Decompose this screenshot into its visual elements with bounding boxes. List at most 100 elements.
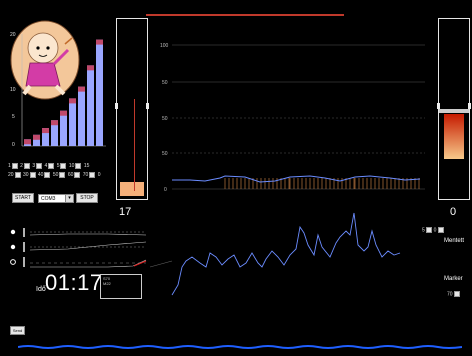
right-row-label-1: 5 <box>422 227 425 234</box>
bar-marker-6 <box>69 98 76 104</box>
bar-marker-2 <box>33 134 40 140</box>
port-select-value: COM3 <box>41 196 56 202</box>
left-level-tube <box>115 18 149 200</box>
bar-3 <box>42 128 49 146</box>
row2-checkbox-4[interactable] <box>59 172 66 178</box>
checkbox-row-2: 20 30 40 50 60 70 0 <box>8 172 102 178</box>
right-tube-marker-r <box>468 103 471 109</box>
row1-checkbox-4[interactable] <box>48 163 55 169</box>
y-tick-5: 5 <box>12 114 15 120</box>
right-checkbox-2[interactable] <box>437 227 444 233</box>
main-signal-chart: 100 50 50 50 0 <box>150 20 428 195</box>
main-signal-line <box>172 175 421 183</box>
send-button[interactable]: Send <box>10 326 25 335</box>
row1-checkbox-3[interactable] <box>36 163 43 169</box>
row2-checkbox-3[interactable] <box>44 172 51 178</box>
stop-button[interactable]: STOP <box>76 193 98 203</box>
y-tick-0: 0 <box>12 142 15 148</box>
info-line-1: S70 <box>103 276 111 281</box>
mini-graphs <box>8 227 148 275</box>
row-indicator-3 <box>10 259 16 265</box>
right-level-tube <box>437 18 471 200</box>
bar-marker-5 <box>60 110 67 116</box>
chevron-down-icon: ▾ <box>65 195 73 202</box>
row1-checkbox-1[interactable] <box>11 163 18 169</box>
bar-marker-8 <box>87 65 94 71</box>
row2-label-7: 0 <box>97 172 101 178</box>
row2-label-1: 20 <box>8 172 14 178</box>
row2-label-5: 60 <box>67 172 74 178</box>
main-y-tick-2: 50 <box>162 80 168 86</box>
left-tube-fill <box>120 182 144 196</box>
row1-checkbox-2[interactable] <box>23 163 30 169</box>
row1-checkbox-5[interactable] <box>60 163 67 169</box>
marker-value: 70 <box>447 291 453 298</box>
row2-label-6: 70 <box>82 172 89 178</box>
row2-checkbox-1[interactable] <box>14 172 21 178</box>
row2-checkbox-2[interactable] <box>29 172 36 178</box>
save-label: Mentett <box>444 238 465 244</box>
start-button[interactable]: START <box>12 193 34 203</box>
right-checkbox-1[interactable] <box>426 227 433 233</box>
left-tube-marker <box>115 103 118 109</box>
marker-control: 70 <box>447 291 460 297</box>
timer-value: 01:17 <box>45 270 103 295</box>
y-tick-10: 10 <box>10 87 16 93</box>
row2-label-2: 30 <box>22 172 29 178</box>
marker-checkbox[interactable] <box>453 291 460 297</box>
bar-7 <box>78 86 85 146</box>
bar-5 <box>60 110 67 146</box>
bar-marker-9 <box>96 39 103 45</box>
right-tube-marker-l <box>437 103 440 109</box>
bar-4 <box>51 120 58 146</box>
right-tube-fill <box>444 114 464 159</box>
info-box: S70 M22 <box>100 274 142 299</box>
row1-label-6: 10 <box>68 163 75 169</box>
left-bar-chart-svg: 20 10 5 0 <box>10 32 106 148</box>
waveform-line <box>171 212 401 296</box>
row2-label-4: 50 <box>52 172 59 178</box>
main-y-tick-5: 0 <box>164 187 167 193</box>
bar-2 <box>33 134 40 146</box>
right-row-label-2: 0 <box>433 227 437 234</box>
y-tick-20: 20 <box>10 32 16 38</box>
info-line-2: M22 <box>103 281 111 286</box>
left-tube-red-line <box>134 99 135 191</box>
row1-checkbox-6[interactable] <box>75 163 82 169</box>
bar-marker-1 <box>24 139 31 145</box>
row1-label-5: 5 <box>56 163 60 169</box>
left-bar-chart: 20 10 5 0 <box>8 20 108 150</box>
row1-label-3: 3 <box>32 163 36 169</box>
baby-illustration <box>10 20 80 100</box>
row-indicator-1 <box>10 229 16 235</box>
row1-label-1: 1 <box>8 163 11 169</box>
checkbox-row-1: 1 2 3 4 5 10 15 <box>8 163 90 169</box>
row2-checkbox-5[interactable] <box>74 172 81 178</box>
waveform <box>149 205 420 300</box>
main-y-tick-1: 100 <box>160 43 169 49</box>
top-red-line <box>146 14 344 16</box>
bar-marker-7 <box>78 86 85 92</box>
left-tube-marker-r <box>146 103 149 109</box>
row-indicator-2 <box>10 244 16 250</box>
main-y-tick-3: 50 <box>162 116 168 122</box>
row2-checkbox-6[interactable] <box>89 172 96 178</box>
bar-marker-4 <box>51 120 58 126</box>
right-tube-top-bar <box>439 109 469 113</box>
bar-marker-3 <box>42 128 49 134</box>
port-select[interactable]: COM3 ▾ <box>38 194 74 203</box>
bar-9 <box>96 39 103 146</box>
row2-label-3: 40 <box>37 172 44 178</box>
row1-label-4: 4 <box>44 163 48 169</box>
marker-label: Marker <box>444 276 463 282</box>
right-tube-value: 0 <box>450 206 457 218</box>
left-tube-value: 17 <box>119 206 132 218</box>
bottom-wave <box>17 338 463 349</box>
checkbox-grid: 1 2 3 4 5 10 15 20 30 40 50 60 70 0 <box>8 163 108 183</box>
row1-label-7: 15 <box>83 163 90 169</box>
right-options: 5 0 <box>422 227 444 233</box>
timer-prefix: Idő <box>36 286 46 293</box>
row1-label-2: 2 <box>20 163 23 169</box>
bar-8 <box>87 65 94 146</box>
main-y-tick-4: 50 <box>162 151 168 157</box>
